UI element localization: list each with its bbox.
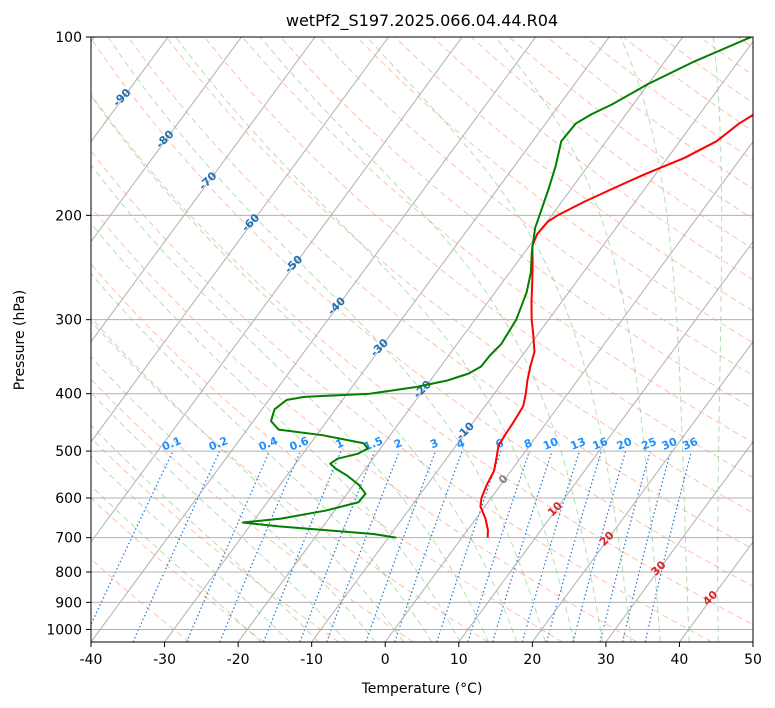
- x-tick-label: 20: [523, 652, 541, 668]
- moist-adiabats-layer: [91, 37, 723, 642]
- mixing-ratio-label: 30: [660, 435, 679, 453]
- isotherm-line: [91, 37, 242, 243]
- dewpoint-profile: [241, 37, 752, 539]
- moist-adiabat: [91, 316, 405, 642]
- x-tick-label: -20: [227, 652, 250, 668]
- mixing-ratio-label: 8: [522, 436, 534, 451]
- moist-adiabat: [91, 484, 262, 642]
- isotherm-line: [531, 340, 753, 642]
- y-tick-label: 400: [55, 387, 82, 403]
- x-tick-label: 10: [450, 652, 468, 668]
- isotherm-line: [458, 240, 753, 642]
- y-tick-label: 700: [55, 531, 82, 547]
- mixing-ratio-label: 20: [615, 435, 634, 453]
- dry-adiabat: [91, 150, 713, 642]
- dry-adiabat: [91, 37, 753, 587]
- mixing-ratio-line: [186, 450, 271, 642]
- isotherm-line: [91, 37, 389, 443]
- mixing-ratio-line: [365, 450, 437, 642]
- dry-adiabat: [91, 206, 638, 642]
- mixing-ratio-line: [326, 450, 400, 642]
- chart-title: wetPf2_S197.2025.066.04.44.R04: [286, 11, 558, 31]
- isotherm-line: [605, 441, 753, 642]
- dry-adiabat: [165, 37, 753, 514]
- isotherm-line: [91, 37, 463, 543]
- y-axis-title: Pressure (hPa): [12, 290, 28, 390]
- mixing-ratio-line: [262, 450, 342, 642]
- mixing-ratio-label: 2: [392, 436, 404, 451]
- moist-adiabat: [91, 356, 376, 642]
- dry-adiabat: [91, 263, 563, 642]
- y-tick-label: 500: [55, 444, 82, 460]
- isotherm-line: [384, 140, 753, 642]
- profiles-layer: [241, 37, 753, 539]
- mixing-ratio-line: [299, 450, 376, 642]
- y-tick-label: 100: [55, 30, 82, 46]
- moist-adiabat: [366, 37, 632, 642]
- dry-adiabat: [318, 37, 753, 376]
- mixing-ratio-label: 10: [541, 435, 560, 453]
- y-axis-ticks: 100 200 300 400 500 600 700 800 900 1000: [46, 30, 91, 638]
- mixing-ratio-line: [546, 450, 603, 642]
- pressure-gridlines: [91, 37, 753, 630]
- isotherm-line: [91, 37, 169, 143]
- mixing-ratio-line: [467, 450, 530, 642]
- moist-adiabat: [91, 222, 461, 642]
- moist-adiabat: [259, 37, 604, 642]
- mixing-ratio-line: [219, 450, 301, 642]
- mixing-ratio-line: [621, 450, 672, 642]
- temperature-profile: [479, 113, 753, 538]
- isotherms-layer: [91, 37, 753, 642]
- x-tick-label: 30: [597, 652, 615, 668]
- isotherm-line: [91, 37, 316, 343]
- x-tick-label: 50: [744, 652, 762, 668]
- mixing-ratio-line: [572, 450, 627, 642]
- mixing-ratio-label: 36: [681, 435, 700, 453]
- moist-adiabat: [495, 37, 661, 642]
- y-tick-label: 900: [55, 595, 82, 611]
- x-tick-label: -30: [153, 652, 176, 668]
- y-tick-label: 200: [55, 208, 82, 224]
- x-tick-label: -40: [80, 652, 103, 668]
- y-tick-label: 800: [55, 565, 82, 581]
- plot-area: -100-90-80-70-60-50-40-30-20-10010203040…: [91, 37, 753, 642]
- x-tick-label: -10: [300, 652, 323, 668]
- isotherm-line: [91, 37, 537, 642]
- moist-adiabat: [91, 391, 348, 642]
- mixing-ratio-line: [521, 450, 580, 642]
- moist-adiabat: [712, 37, 723, 642]
- dry-adiabat: [91, 93, 753, 626]
- x-tick-label: 0: [381, 652, 390, 668]
- moist-adiabat: [91, 272, 433, 642]
- mixing-ratio-line: [436, 450, 502, 642]
- mixing-ratio-label: 13: [569, 435, 588, 453]
- dry-adiabat: [394, 37, 753, 312]
- moist-adiabat: [107, 37, 546, 642]
- mixing-ratio-line: [492, 450, 553, 642]
- mixing-ratio-label: 1: [334, 436, 346, 451]
- x-tick-label: 40: [671, 652, 689, 668]
- mixing-ratio-label: 3: [428, 436, 440, 451]
- moist-adiabat: [91, 164, 489, 642]
- dry-adiabat: [91, 378, 414, 642]
- y-tick-label: 600: [55, 491, 82, 507]
- moist-adiabat: [91, 424, 319, 642]
- mixing-ratio-label: 25: [639, 435, 658, 453]
- x-axis-title: Temperature (°C): [361, 681, 483, 697]
- moist-adiabat: [91, 94, 518, 642]
- moist-adiabat: [620, 37, 690, 642]
- x-axis-ticks: -40 -30 -20 -10 0 10 20 30 40 50: [80, 642, 762, 668]
- y-tick-label: 300: [55, 313, 82, 329]
- mixing-ratio-line: [599, 450, 651, 642]
- y-tick-label: 1000: [46, 622, 82, 638]
- moist-adiabat: [175, 37, 575, 642]
- isotherm-line: [237, 37, 684, 642]
- moist-adiabat: [91, 455, 291, 642]
- dry-adiabat: [356, 37, 753, 344]
- mixing-ratio-label: 16: [591, 435, 610, 453]
- plot-frame: [90, 36, 754, 643]
- isotherm-line: [164, 37, 610, 642]
